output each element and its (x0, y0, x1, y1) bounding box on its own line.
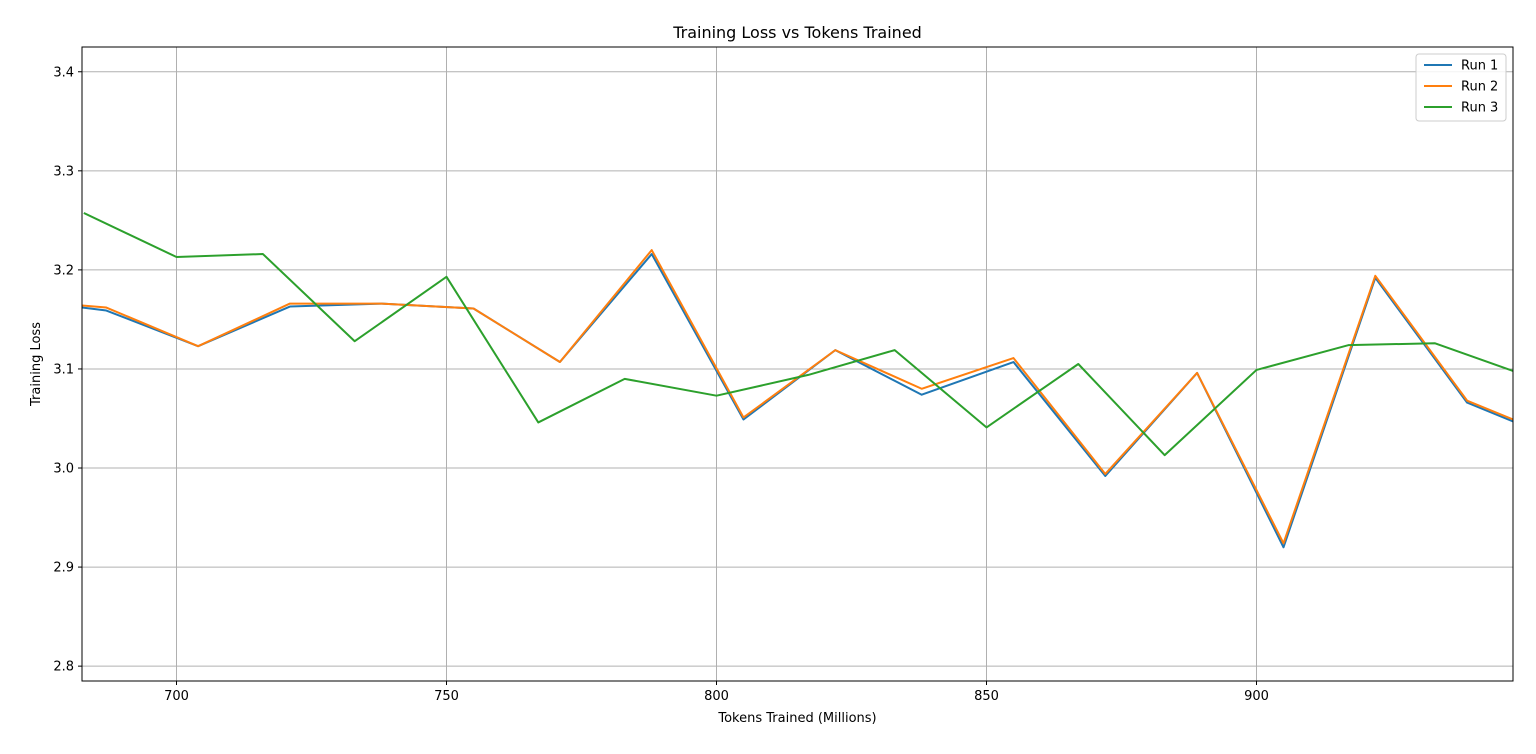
y-axis-label: Training Loss (29, 322, 44, 407)
axis-ticks: 700 750 800 850 900 2.8 2.9 3.0 3.1 3.2 3.3 3.4 (53, 65, 1269, 704)
y-tick-label: 3.3 (53, 164, 74, 179)
series-lines (82, 212, 1513, 549)
chart-title: Training Loss vs Tokens Trained (672, 23, 922, 42)
y-tick-label: 3.2 (53, 263, 74, 278)
grid-lines (82, 47, 1513, 681)
y-tick-label: 3.1 (53, 362, 74, 377)
legend: Run 1 Run 2 Run 3 (1415, 53, 1507, 122)
legend-label-run-3: Run 3 (1461, 101, 1498, 116)
x-tick-label: 800 (704, 689, 729, 704)
legend-label-run-1: Run 1 (1461, 59, 1498, 74)
plot-frame (81, 46, 1514, 682)
x-tick-label: 850 (974, 689, 999, 704)
y-tick-label: 2.9 (53, 561, 74, 576)
legend-label-run-2: Run 2 (1461, 80, 1498, 95)
y-tick-label: 2.8 (53, 660, 74, 675)
series-line-run-2 (82, 249, 1513, 545)
series-line-run-3 (83, 212, 1513, 457)
x-axis-label: Tokens Trained (Millions) (717, 711, 876, 726)
x-tick-label: 700 (164, 689, 189, 704)
y-tick-label: 3.0 (53, 462, 74, 477)
x-tick-label: 900 (1244, 689, 1269, 704)
legend-box (1415, 53, 1507, 122)
x-tick-label: 750 (434, 689, 459, 704)
y-tick-label: 3.4 (53, 65, 74, 80)
